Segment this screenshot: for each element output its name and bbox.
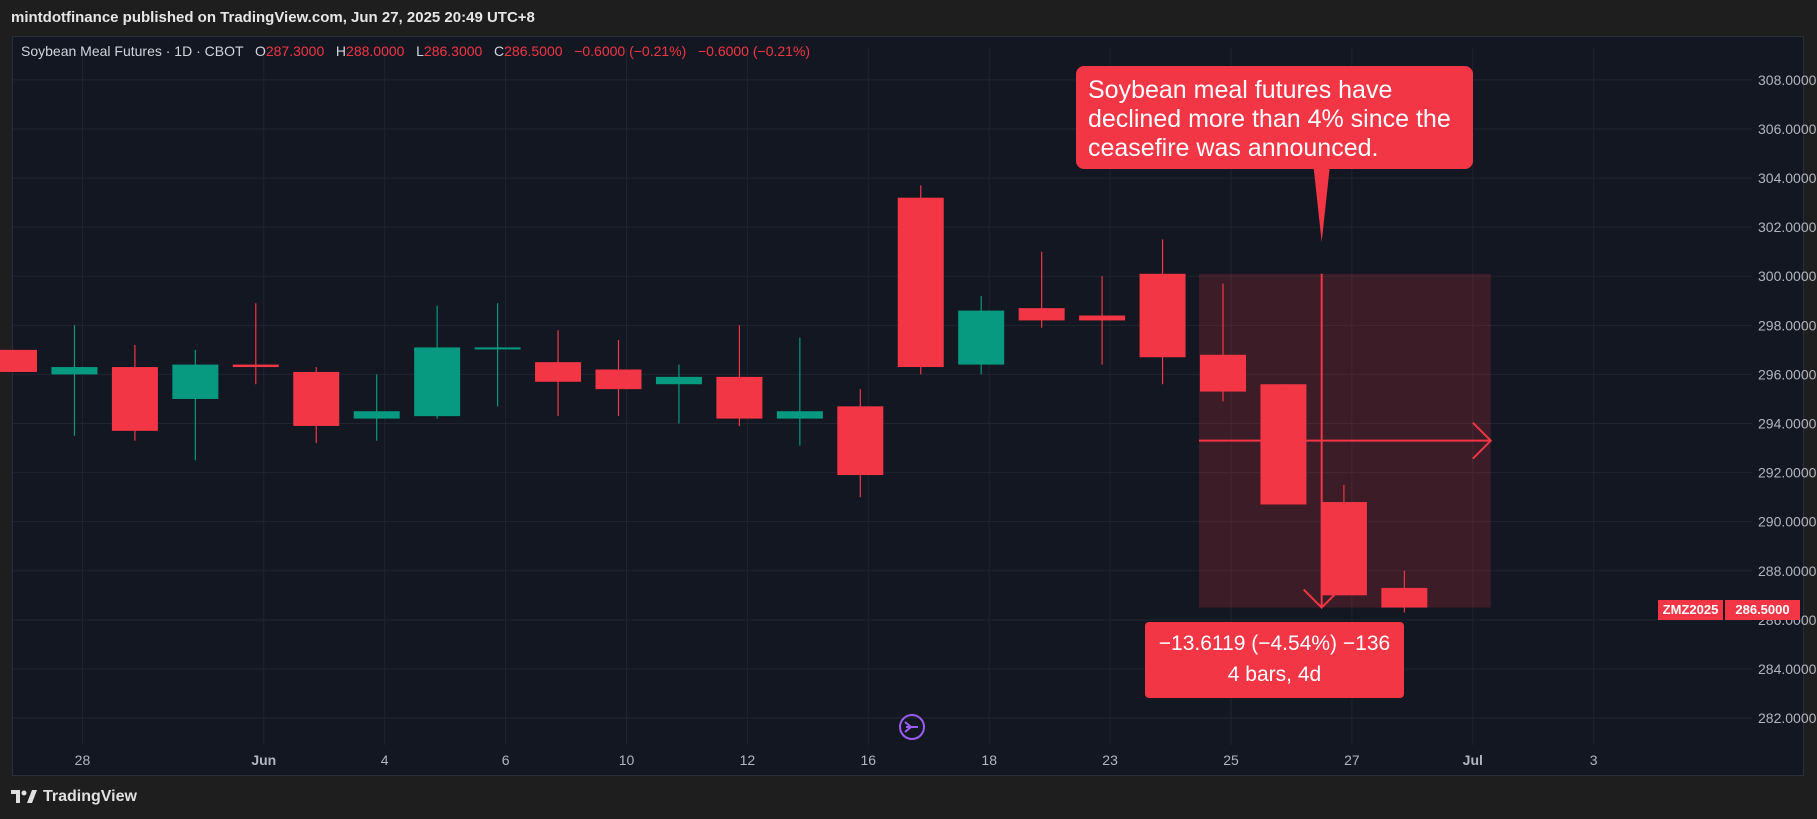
candle-body (0, 349, 37, 372)
measure-line-1: −13.6119 (−4.54%) −136 (1158, 632, 1391, 655)
x-tick-label: 6 (502, 752, 510, 768)
published-line: mintdotfinance published on TradingView.… (11, 9, 535, 26)
callout-pointer (1313, 168, 1330, 242)
legend-change: −0.6000 (−0.21%) (574, 43, 687, 59)
x-tick-label: 23 (1102, 752, 1118, 768)
candle-body (897, 197, 944, 368)
measure-line-2: 4 bars, 4d (1227, 663, 1322, 686)
candle-body (958, 310, 1005, 365)
x-tick-label: 18 (981, 752, 997, 768)
candle-body (51, 367, 98, 375)
candle-body (595, 369, 642, 390)
candle-body (716, 376, 763, 419)
x-tick-label: 12 (740, 752, 756, 768)
legend-high-value: 288.0000 (346, 43, 405, 59)
y-tick-label: 292.0000 (1758, 465, 1817, 481)
x-tick-label: 4 (381, 752, 389, 768)
candle-body (837, 406, 884, 476)
tradingview-brand: TradingView (43, 788, 137, 805)
candle-body (535, 362, 582, 382)
chart-legend: Soybean Meal Futures · 1D · CBOT O287.30… (21, 43, 810, 59)
candle-body (293, 371, 340, 426)
y-tick-label: 304.0000 (1758, 170, 1817, 186)
x-tick-label: 28 (75, 752, 91, 768)
y-tick-label: 290.0000 (1758, 514, 1817, 530)
legend-open-label: O (254, 43, 266, 59)
x-tick-label: 10 (619, 752, 635, 768)
candle-body (1320, 502, 1367, 596)
x-tick-label: 27 (1344, 752, 1360, 768)
measure-readout[interactable]: −13.6119 (−4.54%) −136 4 bars, 4d (1145, 622, 1404, 698)
x-tick-label: 25 (1223, 752, 1239, 768)
symbol-badge: ZMZ2025 (1658, 600, 1723, 620)
y-tick-label: 306.0000 (1758, 121, 1817, 137)
legend-high-label: H (335, 43, 347, 59)
candle-body (1260, 384, 1307, 505)
y-tick-label: 294.0000 (1758, 415, 1817, 431)
y-tick-label: 282.0000 (1758, 710, 1817, 726)
measure-right-arrowhead (1472, 421, 1493, 460)
tradingview-logo[interactable]: TradingView (11, 788, 137, 806)
candle-body (172, 364, 219, 399)
legend-change-2: −0.6000 (−0.21%) (697, 43, 811, 59)
candle-body (1018, 308, 1065, 321)
y-tick-label: 284.0000 (1758, 661, 1817, 677)
y-tick-label: 300.0000 (1758, 268, 1817, 284)
candle-body (232, 364, 279, 368)
y-tick-label: 298.0000 (1758, 317, 1817, 333)
x-tick-label: 3 (1590, 752, 1598, 768)
legend-close-value: 286.5000 (504, 43, 563, 59)
measure-down-arrowhead (1302, 588, 1341, 609)
annotation-text: Soybean meal futures have declined more … (1088, 76, 1451, 162)
last-price-badge: 286.5000 (1725, 600, 1800, 620)
legend-open-value: 287.3000 (265, 43, 325, 59)
candle-body (353, 411, 400, 419)
tradingview-logo-icon (11, 790, 37, 803)
candle-body (1381, 587, 1428, 608)
legend-low-value: 286.3000 (423, 43, 483, 59)
x-tick-label: 16 (861, 752, 877, 768)
legend-close-label: C (494, 43, 505, 59)
candlestick-chart[interactable]: 308.0000 306.0000 304.0000 302.0000 300.0000… (0, 0, 1817, 776)
y-tick-label: 308.0000 (1758, 72, 1817, 88)
legend-low-label: L (416, 43, 424, 59)
x-tick-label: Jul (1463, 752, 1483, 768)
candle-body (414, 347, 461, 417)
y-tick-label: 288.0000 (1758, 563, 1817, 579)
go-to-realtime-icon (899, 714, 925, 740)
footer: TradingView (0, 776, 1817, 819)
legend-symbol: Soybean Meal Futures · 1D · CBOT (21, 43, 244, 59)
candle-body (111, 367, 158, 431)
x-tick-label: Jun (251, 752, 276, 768)
y-tick-label: 302.0000 (1758, 219, 1817, 235)
candle-body (1079, 315, 1126, 321)
candle-body (1200, 354, 1246, 392)
y-tick-label: 296.0000 (1758, 366, 1817, 382)
candle-body (655, 376, 702, 385)
candle-body (474, 347, 521, 350)
candle-body (1139, 273, 1186, 358)
candle-body (776, 411, 823, 419)
annotation-callout[interactable]: Soybean meal futures have declined more … (1076, 66, 1473, 169)
